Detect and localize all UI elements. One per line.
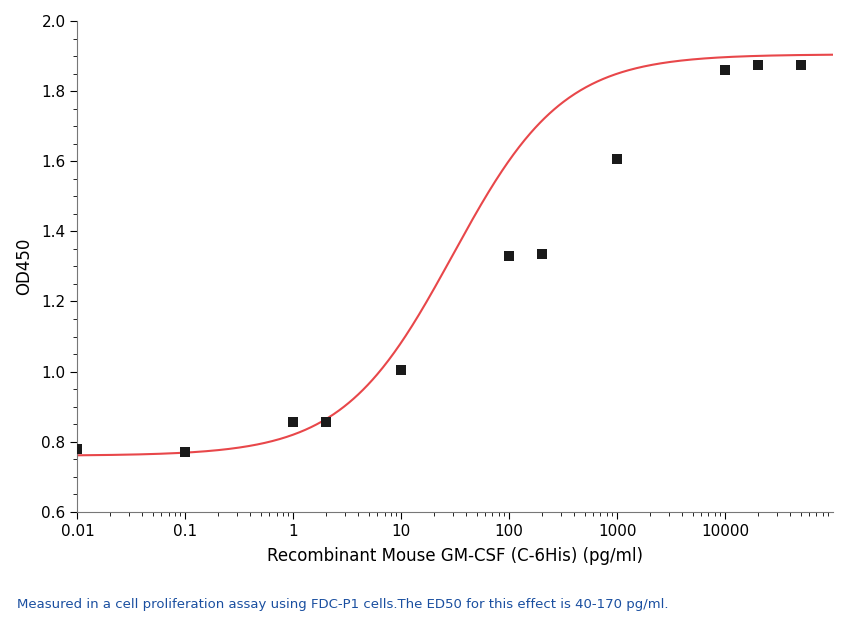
Text: Measured in a cell proliferation assay using FDC-P1 cells.The ED50 for this effe: Measured in a cell proliferation assay u…: [17, 598, 668, 611]
Point: [750, 60, 764, 70]
Point: [179, 447, 192, 457]
X-axis label: Recombinant Mouse GM-CSF (C-6His) (pg/ml): Recombinant Mouse GM-CSF (C-6His) (pg/ml…: [267, 547, 643, 565]
Point: [535, 249, 549, 259]
Point: [394, 365, 408, 375]
Point: [502, 251, 516, 261]
Point: [287, 418, 300, 428]
Point: [70, 444, 84, 453]
Point: [718, 65, 732, 75]
Point: [794, 60, 807, 70]
Point: [611, 154, 624, 164]
Y-axis label: OD450: OD450: [15, 238, 33, 295]
Point: [319, 418, 332, 428]
